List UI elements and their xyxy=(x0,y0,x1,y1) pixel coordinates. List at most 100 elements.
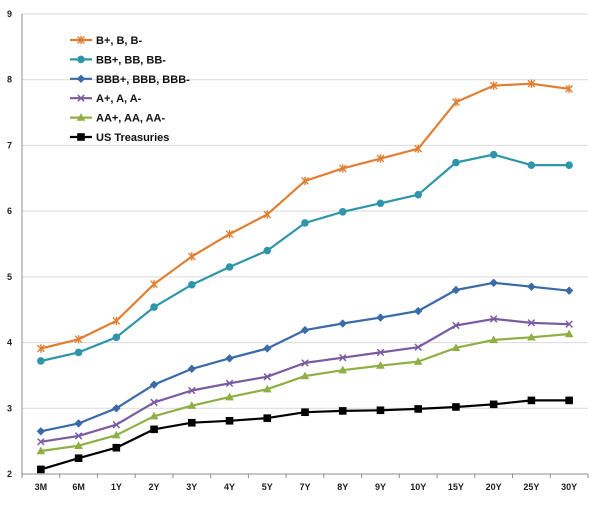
data-point xyxy=(452,321,460,330)
legend: B+, B, B- BB+, BB, BB- BBB+, BBB, BBB- A+, … xyxy=(70,35,190,144)
data-point xyxy=(187,401,197,409)
x-tick-label: 6M xyxy=(72,482,85,492)
data-point xyxy=(74,348,83,357)
data-point xyxy=(300,371,310,380)
series-5 xyxy=(37,396,573,474)
x-tick-label: 15Y xyxy=(448,482,464,492)
y-tick-label: 5 xyxy=(7,272,12,282)
marker-stroke xyxy=(188,386,196,395)
data-point xyxy=(452,403,460,411)
data-point xyxy=(263,246,272,255)
data-point xyxy=(263,344,272,353)
legend-label: A+, A, A- xyxy=(96,93,142,105)
marker-stroke xyxy=(112,420,121,429)
data-point xyxy=(263,373,271,381)
x-tick-label: 20Y xyxy=(486,482,502,492)
data-point xyxy=(565,320,573,328)
data-point xyxy=(74,441,83,449)
marker-stroke xyxy=(339,353,347,362)
data-point xyxy=(452,158,460,167)
series-3 xyxy=(37,315,573,446)
data-point xyxy=(149,380,159,389)
legend-label: US Treasuries xyxy=(96,132,169,144)
data-point xyxy=(338,407,347,415)
data-point xyxy=(112,420,121,429)
marker-stroke xyxy=(527,319,536,327)
data-point xyxy=(301,359,309,367)
x-tick-label: 3Y xyxy=(186,482,197,492)
data-point xyxy=(527,396,536,405)
data-point xyxy=(263,210,272,219)
data-point xyxy=(188,386,196,395)
data-point xyxy=(112,333,121,342)
data-point xyxy=(338,319,347,328)
y-tick-label: 9 xyxy=(7,9,12,19)
data-point xyxy=(36,344,45,353)
data-point xyxy=(36,427,46,436)
data-point xyxy=(262,384,272,393)
legend-item: BB+, BB, BB- xyxy=(70,54,166,66)
axis-layer: 2 3 4 5 6 7 8 9 3M 6M 1Y 2Y 3Y 4Y 5Y 7Y 8Y 9Y 10Y 15Y 20Y 25Y… xyxy=(7,9,589,492)
marker-stroke xyxy=(565,320,573,328)
data-point xyxy=(301,176,309,186)
data-point xyxy=(414,144,423,153)
x-tick-label: 2Y xyxy=(149,482,160,492)
data-point xyxy=(149,411,159,420)
data-point xyxy=(489,81,498,90)
data-point xyxy=(300,325,310,335)
legend-label: BB+, BB, BB- xyxy=(96,54,166,66)
data-point xyxy=(376,313,385,322)
legend-item: B+, B, B- xyxy=(70,35,142,47)
data-point xyxy=(338,164,347,173)
marker-stroke xyxy=(301,359,309,367)
data-point xyxy=(150,279,158,289)
x-tick-label: 30Y xyxy=(561,482,577,492)
data-point xyxy=(452,97,460,107)
data-point xyxy=(150,303,158,311)
series-4 xyxy=(36,329,574,455)
data-point xyxy=(37,357,45,365)
legend-swatch-marker xyxy=(77,94,85,102)
data-point xyxy=(225,354,234,363)
data-point xyxy=(74,454,83,463)
marker-stroke xyxy=(489,315,498,323)
x-tick-label: 25Y xyxy=(523,482,539,492)
legend-label: B+, B, B- xyxy=(96,35,142,47)
data-point xyxy=(225,263,234,271)
data-point xyxy=(376,199,385,208)
marker-stroke xyxy=(263,373,271,381)
marker-stroke xyxy=(150,398,158,407)
data-point xyxy=(527,332,536,341)
data-point xyxy=(527,319,536,327)
data-point xyxy=(564,286,574,295)
y-tick-label: 6 xyxy=(7,206,12,216)
data-point xyxy=(565,161,573,169)
data-point xyxy=(188,280,196,289)
data-point xyxy=(527,282,536,291)
data-point xyxy=(527,79,536,88)
data-point xyxy=(187,252,196,261)
x-tick-label: 8Y xyxy=(337,482,348,492)
series-line xyxy=(40,332,570,453)
x-tick-label: 4Y xyxy=(224,482,235,492)
data-point xyxy=(376,154,385,163)
legend-label: AA+, AA, AA- xyxy=(96,113,165,125)
data-point xyxy=(489,400,498,409)
series-0 xyxy=(36,79,574,353)
y-tick-label: 3 xyxy=(7,403,12,413)
data-point xyxy=(451,343,461,352)
data-point xyxy=(376,348,385,357)
data-point xyxy=(489,335,498,344)
data-point xyxy=(112,430,121,439)
data-point xyxy=(37,465,45,474)
data-point xyxy=(263,414,272,422)
legend-swatch-marker xyxy=(76,74,86,83)
legend-swatch-marker xyxy=(77,35,85,45)
series-1 xyxy=(37,150,573,365)
legend-swatch-marker xyxy=(76,113,86,121)
marker-stroke xyxy=(376,348,385,357)
data-point xyxy=(150,425,158,434)
data-point xyxy=(489,278,498,287)
